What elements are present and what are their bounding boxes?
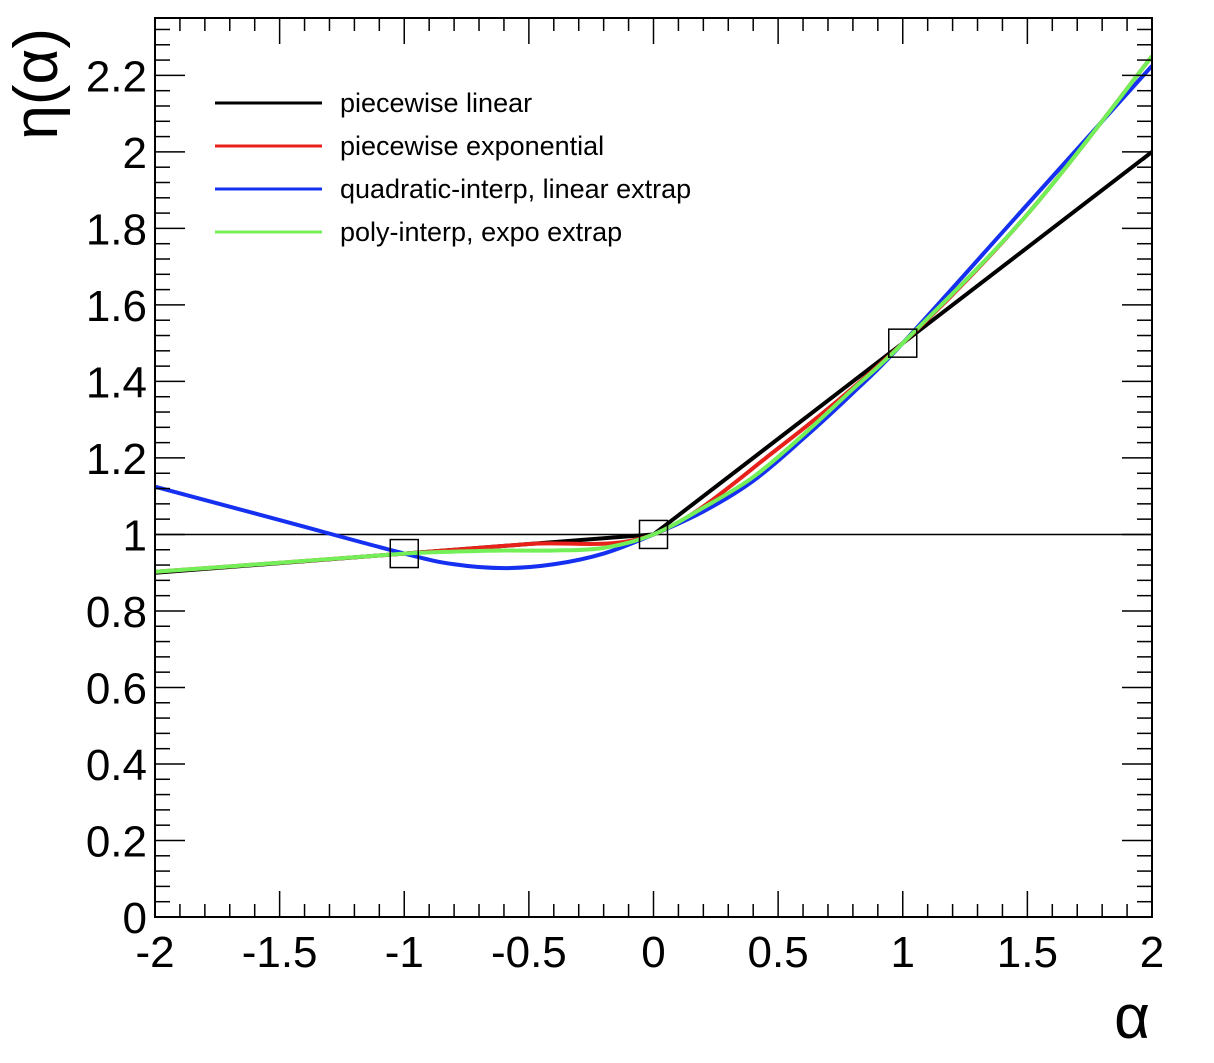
legend-label: piecewise exponential <box>340 131 604 161</box>
y-tick-label: 0.8 <box>86 588 147 637</box>
x-tick-label: 1.5 <box>997 928 1058 977</box>
series-line-piecewise-linear <box>155 150 1152 575</box>
y-tick-label: 1.8 <box>86 205 147 254</box>
series-line-piecewise-exponential <box>155 55 1152 574</box>
series-line-quadratic-interp-linear-extrap <box>155 64 1152 571</box>
x-tick-label: 2 <box>1140 928 1164 977</box>
x-tick-label: 0.5 <box>748 928 809 977</box>
x-tick-label: -2 <box>135 928 174 977</box>
y-tick-label: 1.2 <box>86 435 147 484</box>
y-tick-label: 1.4 <box>86 358 147 407</box>
y-axis-title: η(α) <box>2 28 71 140</box>
y-tick-label: 0 <box>123 894 147 943</box>
y-tick-label: 1 <box>123 511 147 560</box>
x-tick-label: -1 <box>385 928 424 977</box>
x-tick-label: -1.5 <box>242 928 318 977</box>
y-tick-label: 2 <box>123 129 147 178</box>
y-tick-label: 1.6 <box>86 282 147 331</box>
y-tick-label: 0.2 <box>86 817 147 866</box>
marker-square <box>389 538 419 569</box>
series-line-poly-interp-expo-extrap <box>155 55 1152 574</box>
marker-square <box>888 328 918 358</box>
y-tick-label: 0.6 <box>86 664 147 713</box>
y-tick-label: 0.4 <box>86 741 147 790</box>
legend-label: quadratic-interp, linear extrap <box>340 174 691 204</box>
y-tick-label: 2.2 <box>86 52 147 101</box>
x-tick-label: -0.5 <box>491 928 567 977</box>
legend-label: piecewise linear <box>340 88 532 118</box>
x-tick-label: 1 <box>891 928 915 977</box>
legend-label: poly-interp, expo extrap <box>340 217 622 247</box>
plot-frame <box>154 17 1153 918</box>
x-axis-title: α <box>1114 983 1150 1052</box>
marker-square <box>638 519 669 550</box>
x-tick-label: 0 <box>641 928 665 977</box>
